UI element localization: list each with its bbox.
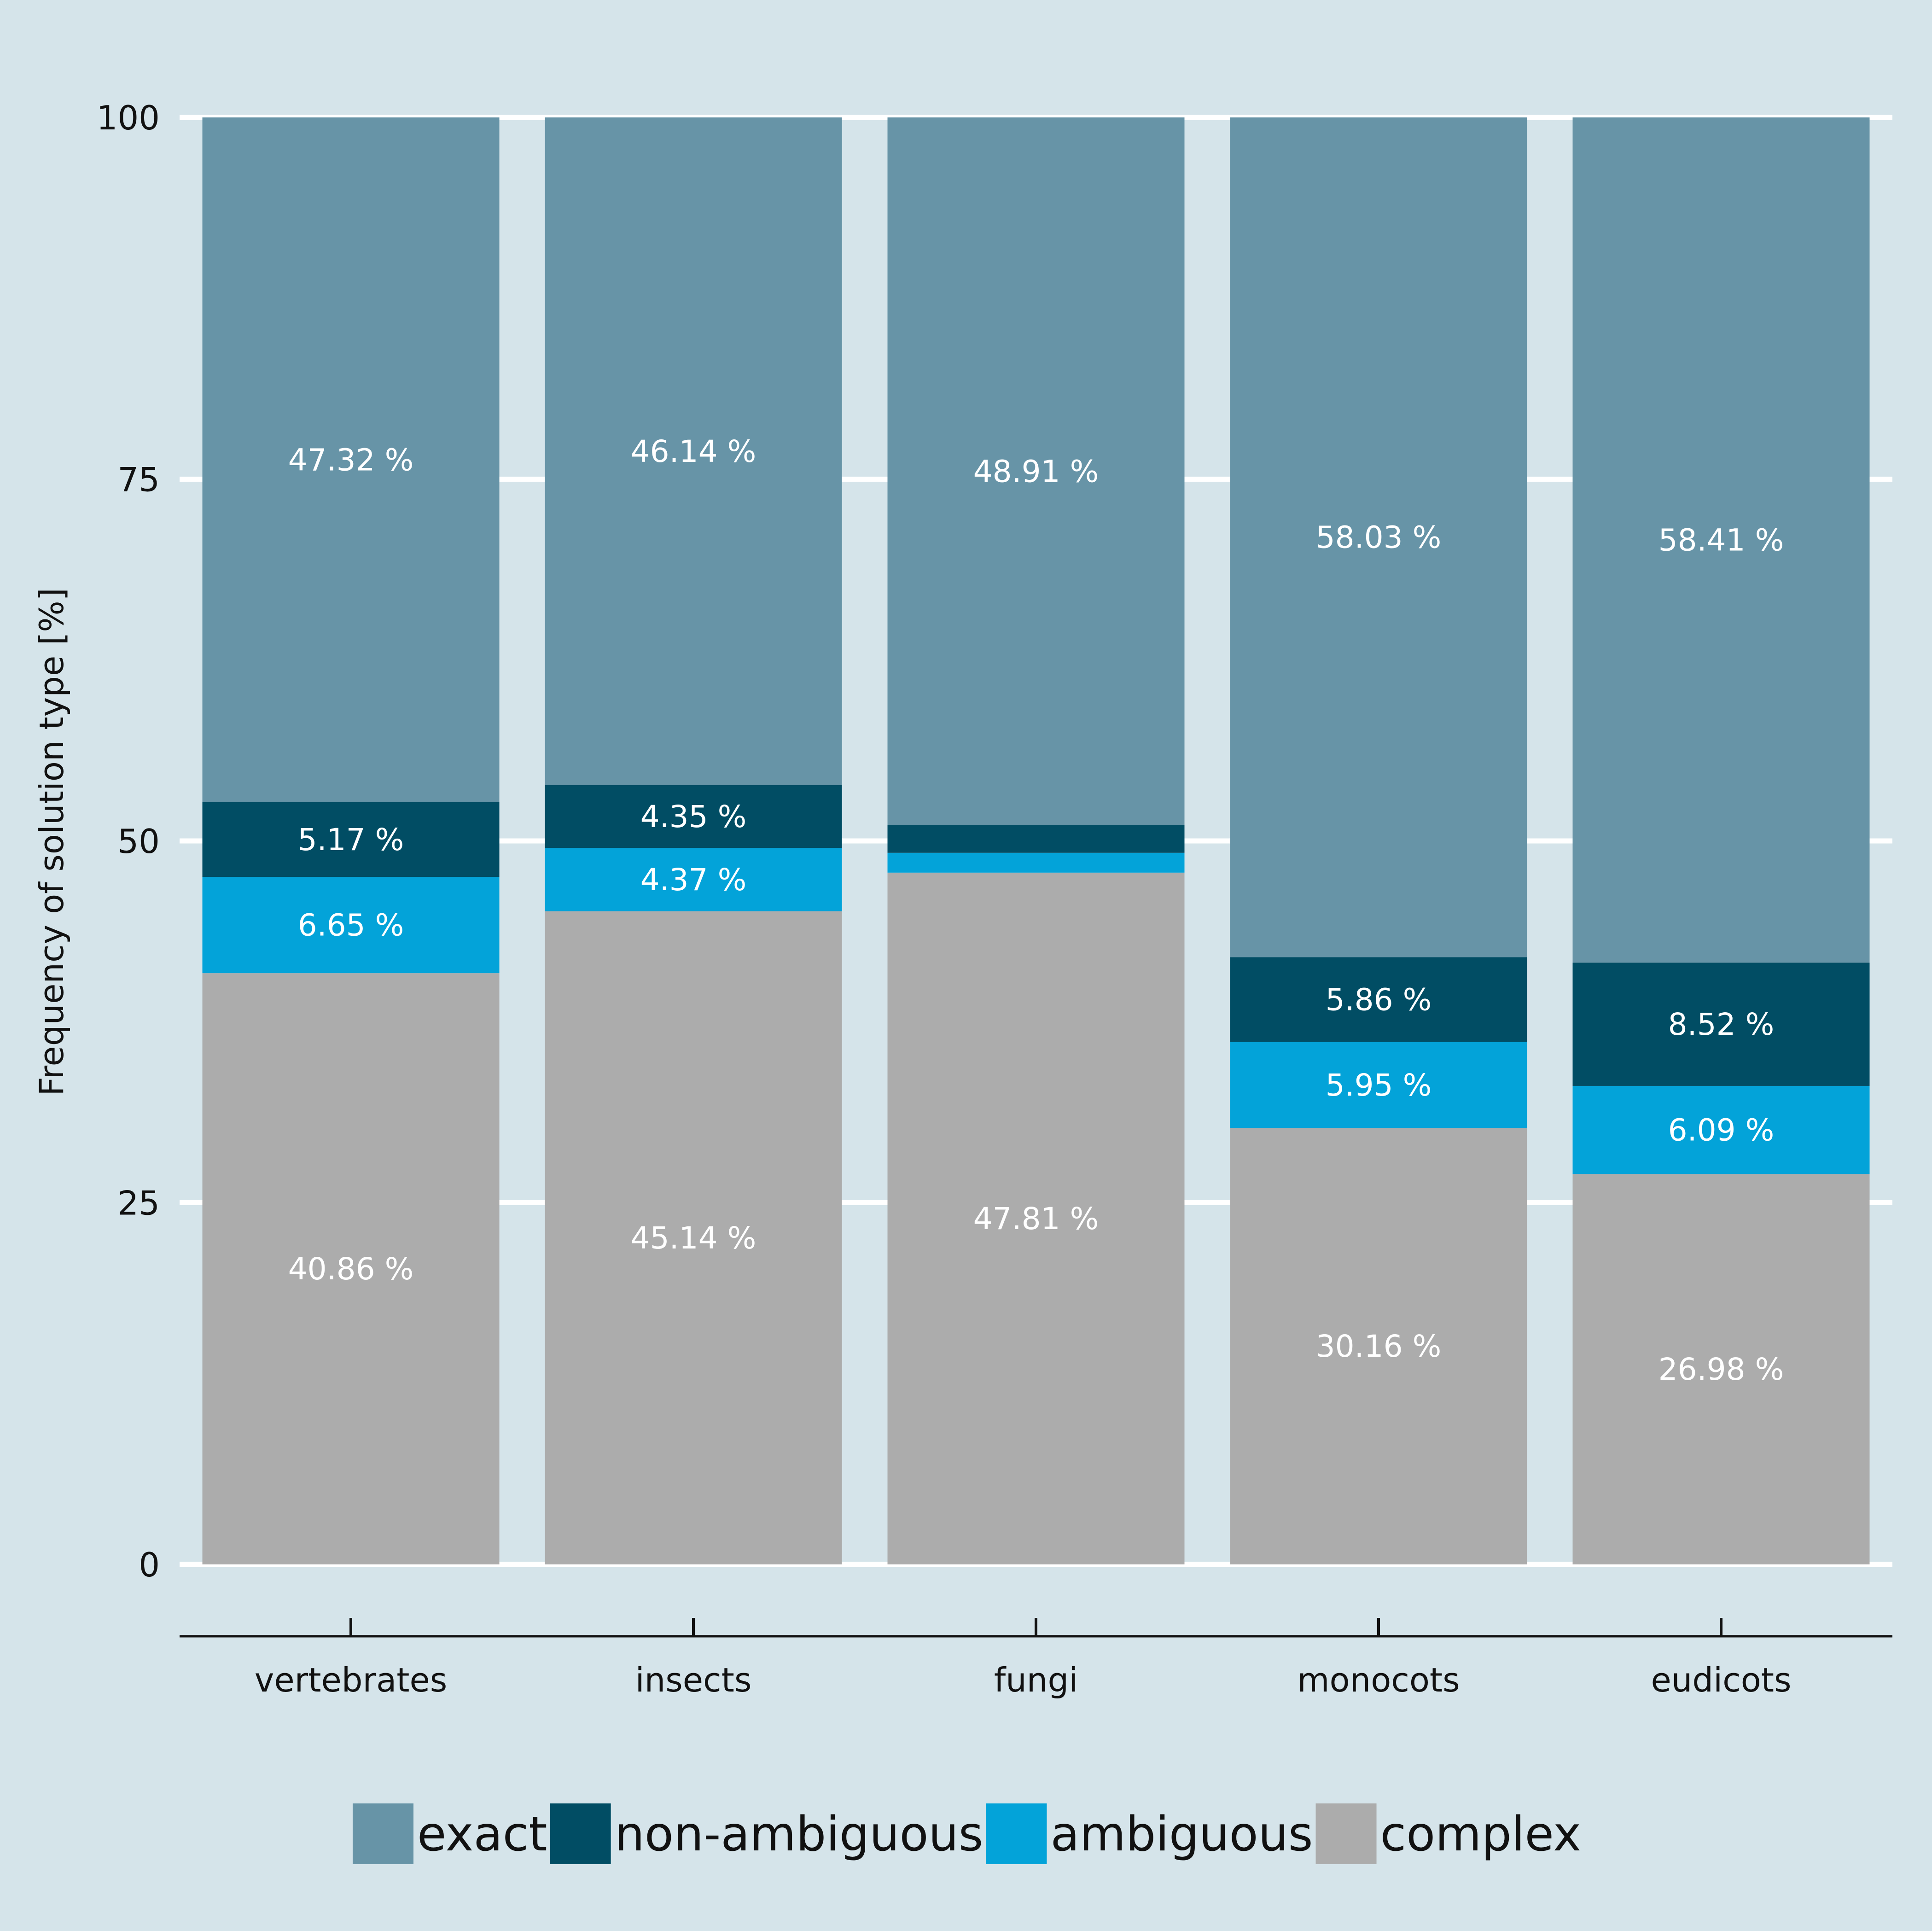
- data-label-complex-fungi: 47.81 %: [973, 1201, 1099, 1237]
- bar-segment-complex-insects: [545, 911, 842, 1564]
- y-tick-label: 50: [117, 822, 160, 861]
- data-label-ambiguous-vertebrates: 6.65 %: [298, 908, 404, 943]
- bar-segment-complex-monocots: [1230, 1128, 1527, 1564]
- y-axis-title: Frequency of solution type [%]: [32, 588, 71, 1096]
- axes: vertebrates insects fungi monocots eudicots: [180, 1618, 1892, 1699]
- legend-swatch-complex: [1315, 1803, 1377, 1864]
- data-label-exact-fungi: 48.91 %: [973, 454, 1099, 489]
- x-tick-label-monocots: monocots: [1297, 1661, 1460, 1699]
- x-tick-label-insects: insects: [635, 1661, 752, 1699]
- y-tick-label: 75: [117, 461, 160, 499]
- legend-swatch-exact: [352, 1803, 413, 1864]
- bar-segment-non-ambiguous-vertebrates: [202, 802, 500, 877]
- bar-segment-complex-vertebrates: [202, 973, 500, 1564]
- legend-swatch-ambiguous: [986, 1803, 1047, 1864]
- data-label-complex-eudicots: 26.98 %: [1658, 1352, 1784, 1387]
- data-label-complex-vertebrates: 40.86 %: [288, 1251, 414, 1287]
- bar-segment-ambiguous-vertebrates: [202, 877, 500, 974]
- data-label-ambiguous-insects: 4.37 %: [640, 862, 747, 898]
- y-tick-label: 100: [97, 99, 160, 137]
- x-tick-label-eudicots: eudicots: [1651, 1661, 1791, 1699]
- bar-segment-exact-eudicots: [1572, 117, 1870, 963]
- legend-swatch-non-ambiguous: [550, 1803, 611, 1864]
- data-label-non-ambiguous-monocots: 5.86 %: [1326, 982, 1432, 1017]
- bar-segment-non-ambiguous-eudicots: [1572, 963, 1870, 1086]
- x-tick-label-fungi: fungi: [994, 1661, 1078, 1699]
- legend-label-exact: exact: [417, 1807, 547, 1862]
- data-label-exact-eudicots: 58.41 %: [1658, 523, 1784, 558]
- y-tick-label: 25: [117, 1184, 160, 1223]
- data-label-ambiguous-eudicots: 6.09 %: [1668, 1113, 1775, 1148]
- bar-segment-exact-insects: [545, 117, 842, 785]
- data-label-exact-insects: 46.14 %: [631, 434, 757, 469]
- legend: exact non-ambiguous ambiguous complex: [352, 1803, 1582, 1864]
- y-tick-label: 0: [139, 1546, 160, 1584]
- data-label-ambiguous-monocots: 5.95 %: [1326, 1068, 1432, 1103]
- bar-segment-ambiguous-insects: [545, 848, 842, 911]
- bar-segment-ambiguous-fungi: [887, 852, 1185, 873]
- bar-segment-complex-fungi: [887, 872, 1185, 1564]
- bar-segment-non-ambiguous-insects: [545, 785, 842, 848]
- legend-label-non-ambiguous: non-ambiguous: [615, 1807, 983, 1862]
- data-label-exact-vertebrates: 47.32 %: [288, 442, 414, 478]
- bar-segment-complex-eudicots: [1572, 1174, 1870, 1564]
- legend-label-ambiguous: ambiguous: [1050, 1807, 1313, 1862]
- legend-label-complex: complex: [1380, 1807, 1582, 1862]
- data-label-non-ambiguous-insects: 4.35 %: [640, 799, 747, 834]
- x-tick-label-vertebrates: vertebrates: [255, 1661, 448, 1699]
- data-label-non-ambiguous-vertebrates: 5.17 %: [298, 822, 404, 858]
- bar-segment-exact-vertebrates: [202, 117, 500, 802]
- bar-segment-ambiguous-eudicots: [1572, 1085, 1870, 1174]
- bar-segment-non-ambiguous-fungi: [887, 825, 1185, 853]
- data-label-exact-monocots: 58.03 %: [1316, 520, 1442, 555]
- bar-segment-non-ambiguous-monocots: [1230, 957, 1527, 1042]
- data-label-non-ambiguous-eudicots: 8.52 %: [1668, 1007, 1775, 1042]
- bar-segment-exact-fungi: [887, 117, 1185, 825]
- data-label-complex-insects: 45.14 %: [631, 1220, 757, 1256]
- bars: 40.86 % 6.65 % 5.17 % 47.32 % 45.14 % 4.37 % 4…: [202, 117, 1870, 1564]
- data-label-complex-monocots: 30.16 %: [1316, 1329, 1442, 1364]
- bar-segment-exact-monocots: [1230, 117, 1527, 957]
- bar-segment-ambiguous-monocots: [1230, 1042, 1527, 1128]
